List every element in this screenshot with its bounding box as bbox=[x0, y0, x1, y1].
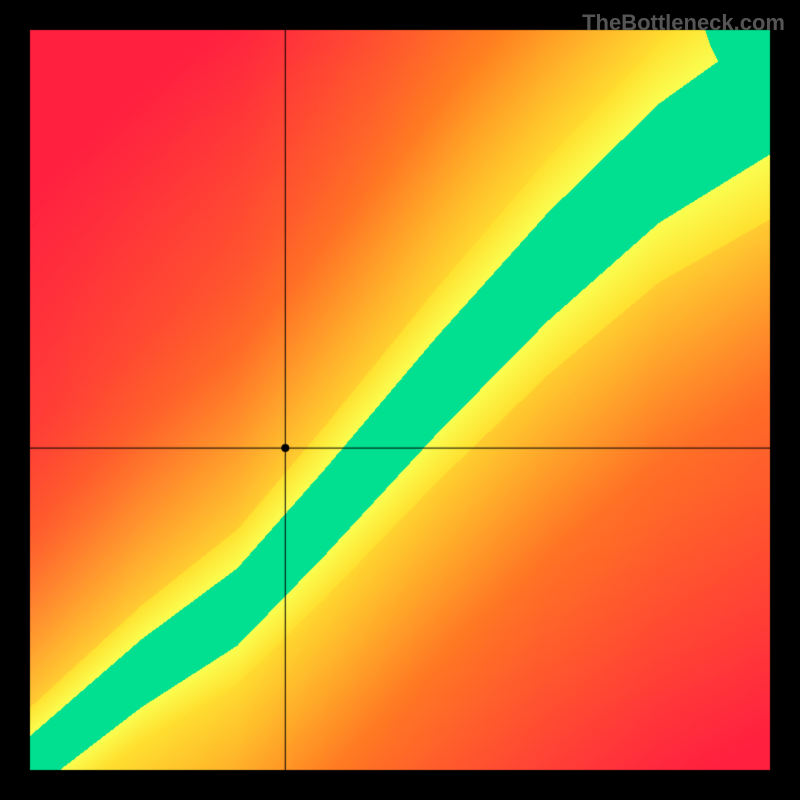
heatmap-canvas bbox=[0, 0, 800, 800]
chart-container: TheBottleneck.com bbox=[0, 0, 800, 800]
watermark-text: TheBottleneck.com bbox=[582, 10, 785, 36]
